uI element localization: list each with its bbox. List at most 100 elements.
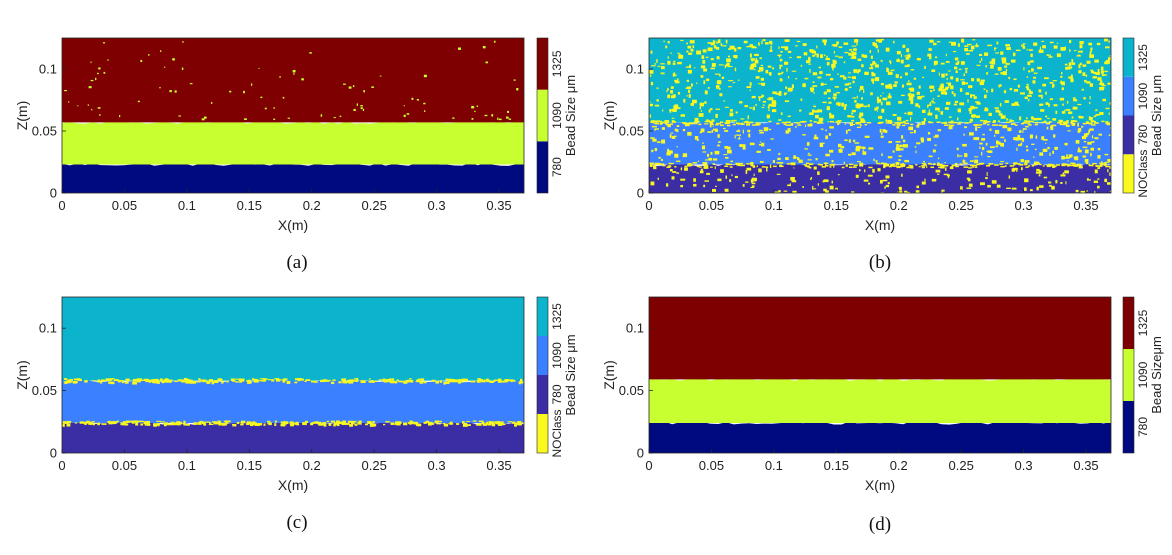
speckle bbox=[984, 52, 989, 56]
speckle bbox=[952, 50, 957, 53]
speckle bbox=[712, 125, 714, 127]
speckle bbox=[894, 81, 898, 84]
x-tick-label: 0 bbox=[58, 458, 65, 473]
x-tick-label: 0.2 bbox=[890, 198, 908, 213]
speckle bbox=[662, 109, 664, 112]
speckle bbox=[1033, 42, 1038, 46]
speckle bbox=[1019, 164, 1024, 166]
speckle bbox=[88, 86, 92, 89]
speckle bbox=[818, 66, 822, 69]
speckle bbox=[92, 380, 96, 382]
speckle bbox=[799, 109, 802, 112]
speckle bbox=[719, 121, 724, 123]
speckle bbox=[711, 119, 715, 122]
speckle bbox=[740, 118, 745, 120]
speckle bbox=[985, 65, 988, 68]
speckle bbox=[701, 55, 705, 59]
speckle bbox=[755, 76, 760, 79]
axes-box bbox=[648, 296, 1112, 454]
speckle bbox=[1009, 120, 1015, 122]
speckle bbox=[226, 420, 231, 422]
speckle bbox=[1083, 133, 1088, 138]
speckle bbox=[710, 166, 713, 168]
speckle bbox=[226, 380, 229, 383]
speckle bbox=[902, 144, 908, 148]
speckle bbox=[1059, 97, 1065, 101]
speckle bbox=[1096, 42, 1101, 46]
speckle bbox=[699, 170, 704, 174]
speckle bbox=[885, 184, 890, 188]
speckle bbox=[902, 44, 906, 48]
speckle bbox=[749, 66, 754, 70]
speckle bbox=[851, 112, 854, 115]
speckle bbox=[961, 81, 966, 85]
speckle bbox=[391, 423, 397, 425]
speckle bbox=[1100, 80, 1103, 84]
speckle bbox=[817, 76, 822, 79]
speckle bbox=[964, 47, 968, 52]
speckle bbox=[91, 421, 95, 423]
speckle bbox=[367, 421, 372, 424]
speckle bbox=[364, 423, 368, 426]
speckle bbox=[409, 378, 412, 380]
speckle bbox=[883, 164, 887, 166]
speckle bbox=[976, 163, 981, 166]
speckle bbox=[1091, 135, 1094, 139]
speckle bbox=[945, 91, 948, 95]
speckle bbox=[98, 67, 101, 70]
speckle bbox=[955, 70, 958, 74]
speckle bbox=[383, 380, 388, 383]
speckle bbox=[320, 423, 325, 426]
speckle bbox=[678, 107, 681, 110]
speckle-points bbox=[649, 38, 1111, 193]
colorbar-swatch-780 bbox=[537, 375, 548, 414]
speckle bbox=[1044, 77, 1049, 80]
speckle bbox=[660, 122, 664, 124]
y-tick-label: 0.05 bbox=[32, 124, 57, 139]
speckle bbox=[983, 120, 988, 123]
plot-area bbox=[649, 38, 1111, 193]
speckle bbox=[159, 378, 163, 382]
speckle bbox=[983, 88, 986, 91]
speckle bbox=[837, 73, 839, 75]
layer-780 bbox=[649, 163, 1111, 193]
speckle bbox=[711, 188, 716, 192]
speckle bbox=[667, 60, 671, 65]
speckle bbox=[1055, 110, 1058, 114]
colorbar-label: 780 bbox=[550, 384, 564, 404]
speckle bbox=[107, 378, 110, 381]
speckle bbox=[672, 62, 676, 65]
speckle bbox=[928, 155, 933, 158]
speckle bbox=[718, 64, 724, 66]
speckle bbox=[282, 96, 285, 99]
speckle bbox=[898, 186, 902, 191]
speckle bbox=[892, 124, 896, 126]
speckle bbox=[1027, 85, 1029, 90]
speckle bbox=[479, 379, 484, 381]
speckle bbox=[159, 86, 161, 89]
speckle bbox=[996, 41, 999, 45]
speckle bbox=[898, 159, 901, 161]
speckle bbox=[335, 420, 340, 424]
speckle bbox=[974, 159, 979, 164]
speckle bbox=[779, 58, 783, 62]
speckle bbox=[814, 53, 819, 56]
speckle bbox=[497, 421, 501, 424]
speckle bbox=[159, 50, 162, 52]
speckle bbox=[271, 379, 275, 382]
speckle bbox=[1053, 134, 1056, 138]
speckle bbox=[1106, 182, 1111, 185]
speckle bbox=[849, 49, 853, 51]
speckle bbox=[1104, 153, 1109, 156]
speckle bbox=[201, 118, 205, 121]
speckle bbox=[896, 124, 901, 126]
speckle bbox=[955, 62, 959, 65]
speckle bbox=[657, 177, 660, 180]
speckle bbox=[449, 421, 453, 424]
speckle bbox=[414, 421, 418, 425]
speckle bbox=[858, 114, 862, 119]
x-axis-label: X(m) bbox=[278, 217, 308, 233]
speckle bbox=[240, 421, 244, 423]
speckle bbox=[752, 166, 756, 168]
speckle bbox=[724, 146, 728, 149]
